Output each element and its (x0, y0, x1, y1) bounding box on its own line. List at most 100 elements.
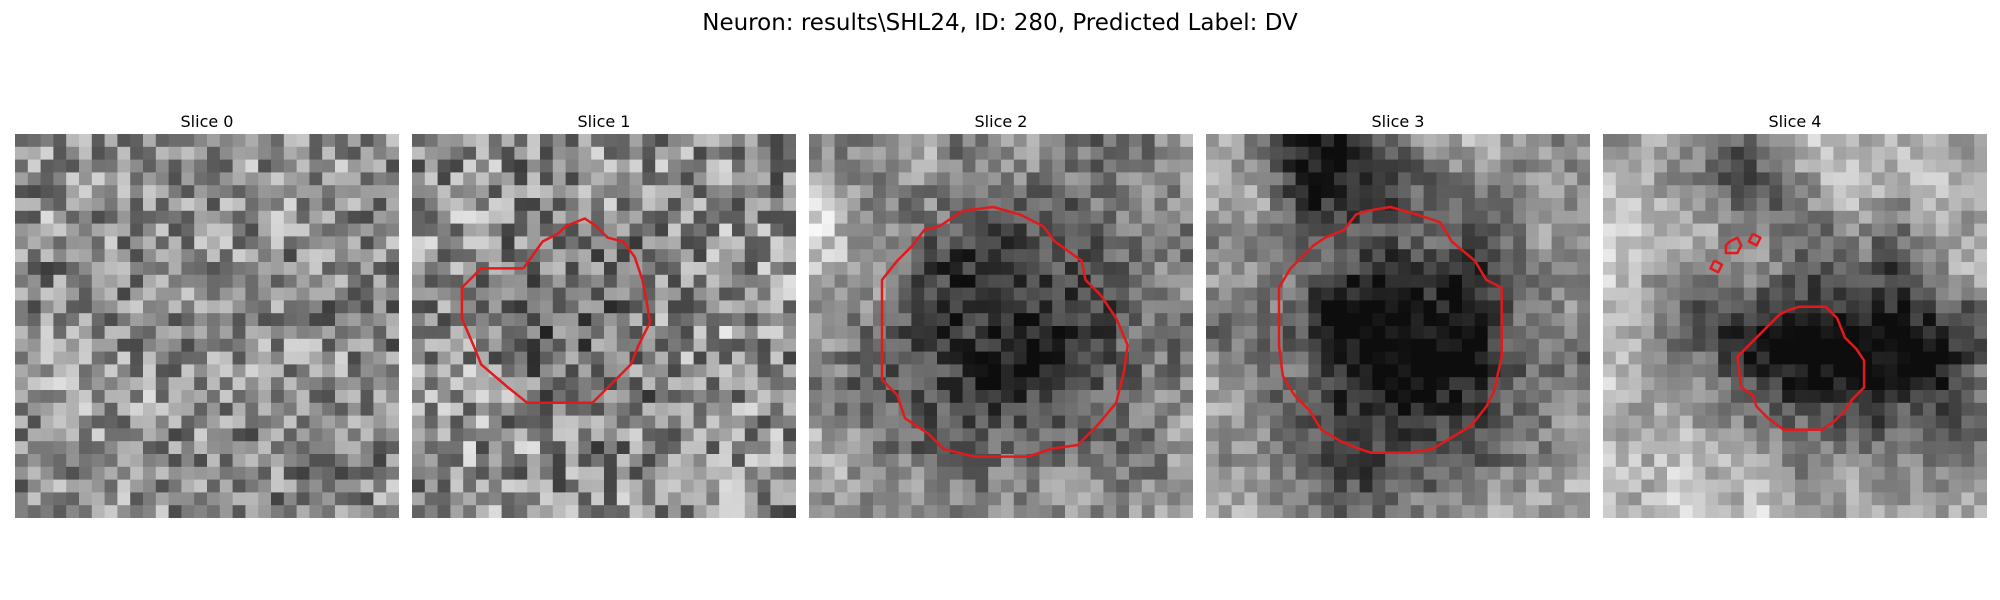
pixel-cell (629, 492, 643, 506)
pixel-cell (1500, 210, 1514, 225)
pixel-cell (27, 210, 42, 225)
pixel-cell (335, 364, 349, 378)
pixel-cell (1346, 390, 1361, 404)
pixel-cell (207, 262, 221, 276)
pixel-cell (271, 390, 285, 404)
pixel-cell (1667, 300, 1681, 314)
pixel-cell (885, 338, 900, 353)
pixel-cell (1538, 351, 1553, 365)
pixel-cell (1923, 236, 1937, 250)
pixel-cell (258, 198, 272, 212)
pixel-cell (1692, 390, 1706, 404)
pixel-cell (1743, 172, 1758, 186)
pixel-cell (591, 198, 605, 212)
pixel-cell (1167, 198, 1181, 212)
pixel-cell (322, 236, 336, 250)
pixel-cell (1026, 351, 1040, 365)
pixel-cell (1116, 159, 1130, 173)
pixel-cell (949, 454, 964, 468)
pixel-cell (1257, 134, 1271, 148)
pixel-cell (194, 274, 208, 289)
pixel-cell (143, 134, 157, 148)
pixel-cell (1090, 466, 1104, 481)
pixel-cell (91, 390, 106, 404)
pixel-cell (1628, 492, 1642, 506)
pixel-cell (66, 466, 80, 481)
pixel-cell (322, 313, 336, 327)
pixel-cell (335, 505, 349, 518)
pixel-cell (1667, 185, 1681, 199)
roi-contour-4-0 (1736, 305, 1866, 431)
pixel-cell (1513, 236, 1527, 250)
pixel-cell (1859, 441, 1873, 455)
pixel-cell (1628, 326, 1642, 340)
pixel-cell (373, 428, 387, 442)
pixel-cell (821, 172, 836, 186)
pixel-cell (693, 313, 707, 327)
pixel-cell (1321, 185, 1335, 199)
pixel-cell (1013, 249, 1028, 263)
pixel-cell (565, 479, 579, 493)
pixel-cell (1077, 390, 1092, 404)
pixel-cell (335, 198, 349, 212)
pixel-cell (1692, 492, 1706, 506)
pixel-cell (1807, 185, 1822, 199)
pixel-cell (1884, 402, 1898, 417)
pixel-cell (488, 249, 503, 263)
pixel-cell (744, 326, 759, 340)
pixel-cell (847, 249, 861, 263)
pixel-cell (1206, 313, 1220, 327)
pixel-cell (1244, 313, 1258, 327)
pixel-cell (616, 287, 631, 301)
pixel-cell (1859, 159, 1873, 173)
pixel-cell (1103, 428, 1117, 442)
pixel-cell (437, 262, 451, 276)
pixel-cell (809, 159, 823, 173)
pixel-cell (347, 198, 362, 212)
pixel-cell (1667, 377, 1681, 391)
pixel-cell (1974, 134, 1987, 148)
pixel-cell (1180, 441, 1193, 455)
pixel-cell (1513, 466, 1527, 481)
pixel-cell (1859, 454, 1873, 468)
pixel-cell (757, 351, 771, 365)
pixel-cell (1756, 326, 1770, 340)
pixel-cell (79, 466, 93, 481)
pixel-cell (1500, 454, 1514, 468)
pixel-cell (629, 466, 643, 481)
pixel-cell (1334, 287, 1348, 301)
pixel-cell (1513, 338, 1527, 353)
pixel-cell (258, 454, 272, 468)
pixel-cell (1743, 134, 1758, 148)
pixel-cell (1679, 313, 1694, 327)
pixel-cell (552, 351, 567, 365)
pixel-cell (258, 223, 272, 237)
pixel-cell (1897, 300, 1911, 314)
pixel-cell (258, 134, 272, 148)
pixel-cell (1372, 159, 1386, 173)
pixel-cell (514, 402, 528, 417)
pixel-cell (770, 236, 784, 250)
pixel-cell (911, 172, 925, 186)
pixel-cell (1270, 492, 1284, 506)
pixel-cell (1769, 377, 1783, 391)
pixel-cell (1974, 198, 1987, 212)
pixel-cell (783, 146, 796, 161)
pixel-cell (1206, 338, 1220, 353)
pixel-cell (1013, 364, 1028, 378)
pixel-cell (181, 364, 195, 378)
pixel-cell (207, 351, 221, 365)
pixel-cell (1871, 492, 1886, 506)
pixel-cell (450, 505, 464, 518)
pixel-cell (642, 274, 656, 289)
pixel-cell (1423, 287, 1437, 301)
pixel-cell (1705, 441, 1719, 455)
pixel-cell (1257, 262, 1271, 276)
pixel-cell (1372, 146, 1386, 161)
pixel-cell (1667, 274, 1681, 289)
pixel-cell (1231, 262, 1245, 276)
pixel-cell (1206, 262, 1220, 276)
pixel-cell (514, 454, 528, 468)
slice-image-1 (412, 134, 796, 518)
pixel-cell (1270, 249, 1284, 263)
